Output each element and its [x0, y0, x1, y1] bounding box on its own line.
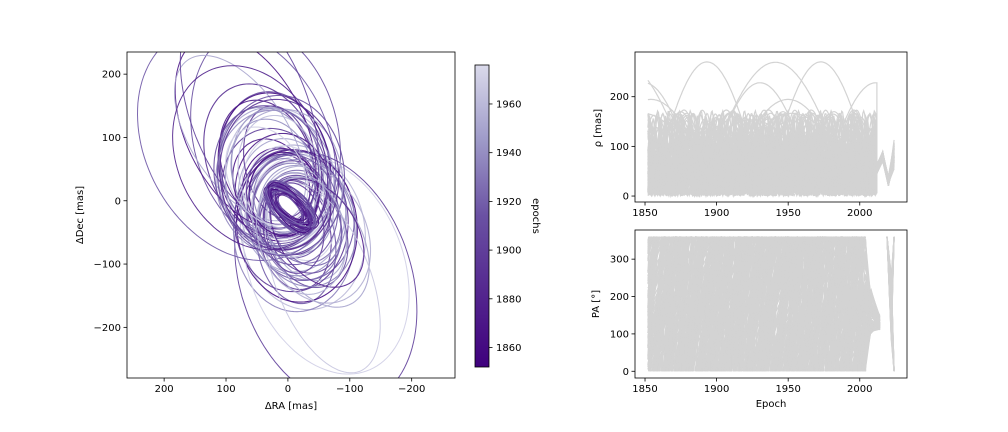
- position-angle-track: [647, 236, 895, 372]
- colorbar-tick-label: 1900: [496, 246, 521, 257]
- separation-track: [647, 126, 895, 196]
- orbit-track: [172, 65, 329, 251]
- separation-plot: 1850 1900 1950 2000 0 100 200 ρ [mas]: [593, 51, 908, 219]
- position-angle-x-tick-label: 1900: [704, 384, 729, 395]
- separation-track: [647, 155, 895, 198]
- orbit-track: [257, 165, 372, 304]
- position-angle-y-tick-label: 0: [623, 367, 629, 378]
- orbit-x-tick-label: −200: [398, 384, 425, 395]
- orbit-track: [242, 154, 410, 375]
- orbit-track: [266, 186, 316, 228]
- position-angle-track: [647, 236, 895, 372]
- colorbar-ticks: 1860 1880 1900 1920 1940 1960: [489, 99, 521, 354]
- separation-x-tick-label: 1850: [632, 208, 657, 219]
- colorbar-tick-label: 1920: [496, 197, 521, 208]
- orbit-track: [234, 149, 349, 293]
- orbit-x-tick-label: 100: [216, 384, 235, 395]
- orbit-y-tick-label: 0: [115, 196, 121, 207]
- orbit-y-label: ΔDec [mas]: [75, 186, 86, 244]
- orbit-y-tick-label: 100: [102, 133, 121, 144]
- separation-track: [647, 109, 895, 197]
- position-angle-plot-frame: [634, 229, 908, 379]
- separation-y-tick-label: 0: [623, 192, 629, 203]
- orbit-track: [237, 114, 321, 229]
- orbit-y-axis: 200 100 0 −100 −200: [94, 70, 127, 334]
- position-angle-y-tick-label: 200: [610, 292, 629, 303]
- colorbar-tick-label: 1880: [496, 294, 521, 305]
- separation-y-axis: 0 100 200: [610, 92, 635, 203]
- colorbar-gradient: [474, 64, 490, 368]
- orbit-track: [173, 54, 307, 222]
- orbit-track: [174, 52, 317, 230]
- position-angle-x-tick-label: 1950: [775, 384, 800, 395]
- orbit-track: [136, 52, 337, 262]
- orbit-track: [255, 171, 347, 295]
- colorbar-label: epochs: [530, 198, 541, 234]
- separation-lines: [647, 61, 895, 199]
- orbit-track: [215, 109, 336, 256]
- orbit-x-tick-label: 0: [285, 384, 291, 395]
- separation-y-label: ρ [mas]: [593, 109, 604, 148]
- orbit-track: [190, 52, 342, 245]
- orbit-track: [266, 184, 315, 231]
- orbit-y-tick-label: −100: [94, 260, 121, 271]
- colorbar-tick-label: 1860: [496, 343, 521, 354]
- separation-track: [647, 146, 895, 196]
- separation-plot-frame: [634, 51, 908, 203]
- position-angle-y-axis: 0 100 200 300: [610, 255, 635, 378]
- orbit-track: [274, 193, 308, 222]
- orbit-track: [179, 52, 320, 225]
- orbit-x-tick-label: −100: [336, 384, 363, 395]
- orbit-track: [213, 105, 329, 247]
- position-angle-x-tick-label: 1850: [632, 384, 657, 395]
- orbit-track: [216, 94, 346, 257]
- orbit-track: [247, 154, 339, 266]
- separation-x-axis: 1850 1900 1950 2000: [632, 202, 872, 219]
- position-angle-x-label: Epoch: [756, 399, 787, 410]
- epochs-colorbar: 1860 1880 1900 1920 1940 1960 epochs: [474, 64, 541, 368]
- position-angle-y-label: PA [°]: [591, 290, 602, 318]
- separation-x-tick-label: 1950: [775, 208, 800, 219]
- position-angle-y-tick-label: 300: [610, 255, 629, 266]
- orbit-x-axis: 200 100 0 −100 −200: [155, 378, 425, 395]
- orbit-y-tick-label: −200: [94, 323, 121, 334]
- separation-track: [647, 113, 895, 196]
- colorbar-tick-label: 1960: [496, 99, 521, 110]
- orbit-track: [268, 183, 311, 232]
- orbit-lines: [136, 52, 418, 378]
- orbit-y-tick-label: 200: [102, 70, 121, 81]
- position-angle-lines: [647, 236, 895, 372]
- orbit-plot-frame: [126, 51, 456, 379]
- position-angle-track: [647, 236, 895, 372]
- orbit-track: [239, 151, 366, 311]
- separation-y-tick-label: 100: [610, 142, 629, 153]
- orbit-track: [272, 190, 309, 225]
- orbit-track: [258, 172, 342, 281]
- position-angle-track: [647, 236, 895, 372]
- position-angle-x-axis: 1850 1900 1950 2000: [632, 378, 872, 395]
- position-angle-plot: 1850 1900 1950 2000 0 100 200 300 Epoch PA [°]: [591, 229, 908, 410]
- orbit-track: [235, 149, 358, 303]
- position-angle-y-tick-label: 100: [610, 329, 629, 340]
- separation-x-tick-label: 2000: [847, 208, 872, 219]
- orbit-track: [248, 151, 319, 237]
- position-angle-x-tick-label: 2000: [847, 384, 872, 395]
- orbit-x-tick-label: 200: [155, 384, 174, 395]
- orbit-plot: 200 100 0 −100 −200 200 100 0 −100 −200 ΔRA [mas…: [75, 51, 456, 412]
- colorbar-tick-label: 1940: [496, 148, 521, 159]
- separation-y-tick-label: 200: [610, 92, 629, 103]
- orbit-track: [225, 126, 309, 226]
- orbit-track: [246, 148, 320, 238]
- orbit-track: [251, 158, 357, 288]
- separation-x-tick-label: 1900: [704, 208, 729, 219]
- orbit-x-label: ΔRA [mas]: [265, 401, 317, 412]
